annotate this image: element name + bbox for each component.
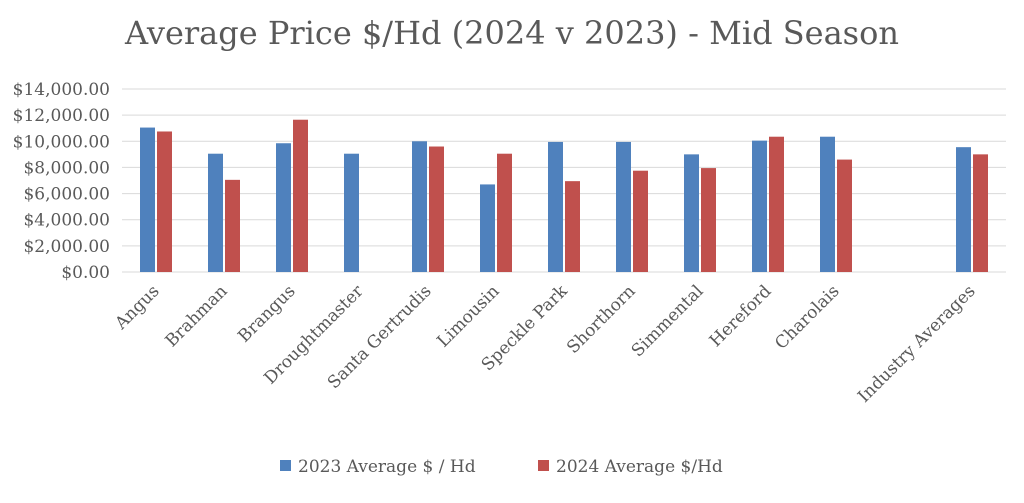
bar-2023 xyxy=(684,154,699,272)
y-tick-label: $14,000.00 xyxy=(13,80,110,100)
y-tick-label: $8,000.00 xyxy=(23,158,110,178)
legend: 2023 Average $ / Hd 2024 Average $/Hd xyxy=(280,457,723,477)
bar-2023 xyxy=(480,184,495,272)
bars xyxy=(140,119,988,272)
bar-2024 xyxy=(701,168,716,272)
bar-2024 xyxy=(973,154,988,272)
x-category-label: Brahman xyxy=(162,281,232,351)
legend-swatch xyxy=(538,460,549,471)
bar-2023 xyxy=(548,141,563,272)
bar-2023 xyxy=(752,140,767,272)
bar-2024 xyxy=(429,146,444,272)
x-category-label: Simmental xyxy=(628,281,708,361)
bar-2023 xyxy=(276,143,291,272)
bar-2023 xyxy=(208,153,223,272)
bar-2024 xyxy=(497,153,512,272)
bar-2023 xyxy=(140,127,155,272)
bar-2024 xyxy=(837,159,852,272)
bar-2023 xyxy=(956,147,971,272)
y-tick-label: $12,000.00 xyxy=(13,106,110,126)
y-tick-label: $10,000.00 xyxy=(13,132,110,152)
bar-2024 xyxy=(157,131,172,272)
y-tick-label: $6,000.00 xyxy=(23,185,110,205)
y-axis-tick-labels: $0.00 $2,000.00 $4,000.00 $6,000.00 $8,000.0… xyxy=(13,80,110,283)
x-category-label: Angus xyxy=(111,281,164,334)
gridlines xyxy=(122,88,1006,273)
bar-2024 xyxy=(633,170,648,272)
y-tick-label: $2,000.00 xyxy=(23,237,110,257)
y-tick-label: $0.00 xyxy=(61,263,110,283)
bar-2024 xyxy=(769,136,784,272)
bar-2024 xyxy=(565,181,580,272)
legend-label: 2023 Average $ / Hd xyxy=(298,457,476,477)
x-category-label: Hereford xyxy=(706,281,776,351)
bar-2023 xyxy=(616,141,631,272)
legend-label: 2024 Average $/Hd xyxy=(556,457,723,477)
x-category-label: Charolais xyxy=(771,281,843,353)
x-category-label: Limousin xyxy=(433,281,503,351)
bar-2023 xyxy=(412,141,427,272)
y-tick-label: $4,000.00 xyxy=(23,211,110,231)
legend-swatch xyxy=(280,460,291,471)
chart-title: Average Price $/Hd (2024 v 2023) - Mid S… xyxy=(125,14,899,52)
x-category-label: Industry Averages xyxy=(854,281,979,406)
bar-2023 xyxy=(344,153,359,272)
x-category-label: Brangus xyxy=(234,281,299,346)
bar-2024 xyxy=(225,179,240,272)
bar-2024 xyxy=(293,119,308,272)
bar-2023 xyxy=(820,136,835,272)
